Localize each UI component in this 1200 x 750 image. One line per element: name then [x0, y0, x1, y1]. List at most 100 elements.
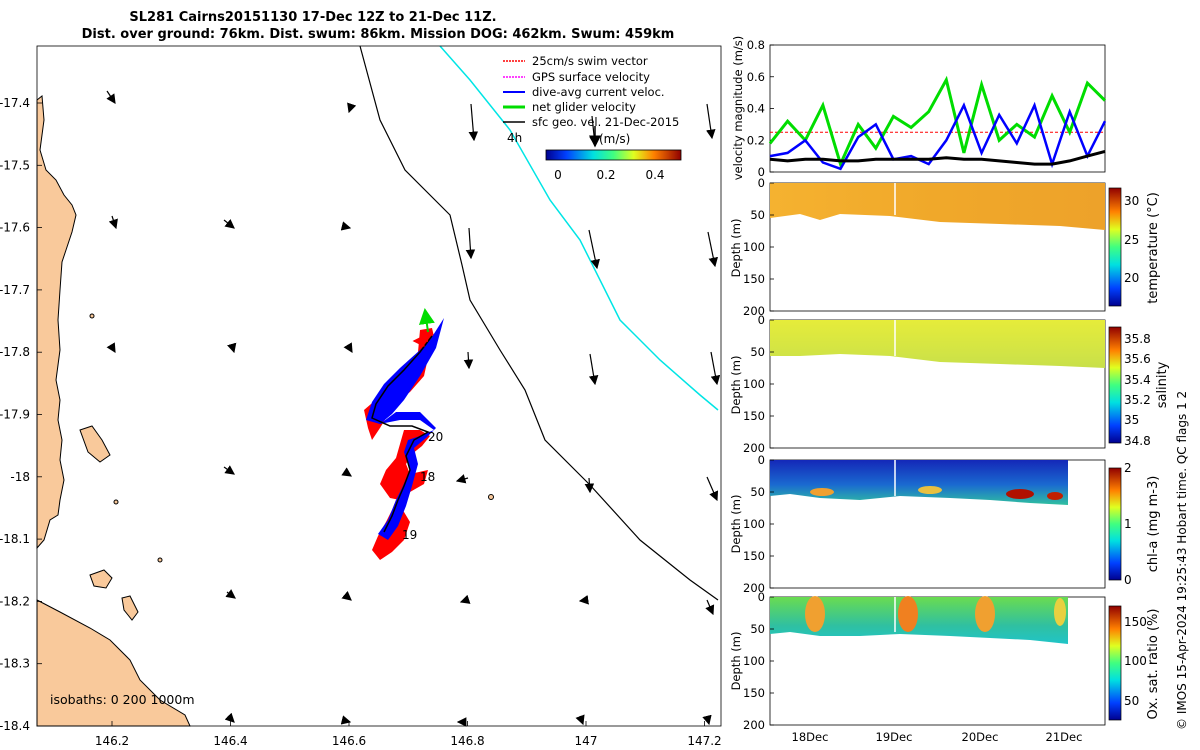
oxygen-section: 150 100 50 Ox. sat. ratio (%) Depth (m) …	[729, 590, 1161, 732]
depth-tick-label: 0	[758, 590, 765, 604]
velocity-series-net-glider-velocity	[768, 75, 1107, 169]
legend-sfc-geo: sfc geo. vel. 21-Dec-2015	[532, 115, 679, 129]
depth-tick-label: 150	[743, 549, 765, 563]
depth-tick-label: 0	[758, 176, 765, 190]
map-y-tick-label: -18	[10, 470, 30, 484]
velocity-y-tick-label: 0.8	[747, 38, 765, 52]
map-legend: 25cm/s swim vector GPS surface velocity …	[503, 54, 682, 182]
velocity-series	[768, 75, 1107, 171]
map-x-axis: 146.2 146.4 146.6 146.8 147 147.2	[95, 721, 722, 748]
isobath-200m	[359, 45, 719, 601]
depth-tick-label: 0	[758, 313, 765, 327]
depth-tick-label: 150	[743, 409, 765, 423]
map-x-tick-label: 146.6	[332, 734, 366, 748]
figure-title-line1: SL281 Cairns20151130 17-Dec 12Z to 21-De…	[129, 10, 496, 25]
velocity-y-axis: 0 0.2 0.4 0.6 0.8	[747, 38, 774, 179]
land-islet	[113, 499, 119, 505]
salinity-cbar-label: salinity	[1155, 361, 1170, 408]
chla-high-patch	[1047, 492, 1063, 500]
land-island-b	[89, 569, 113, 589]
speed-colorbar	[545, 149, 682, 161]
map-y-tick-label: -17.7	[0, 283, 30, 297]
depth-tick-label: 200	[743, 718, 765, 732]
salinity-cbar-tick: 35.2	[1124, 393, 1151, 407]
oxygen-high-patch	[1054, 598, 1066, 626]
figure-title-line2: Dist. over ground: 76km. Dist. swum: 86k…	[82, 27, 675, 42]
map-y-tick-label: -17.9	[0, 408, 30, 422]
temperature-cbar-tick: 25	[1124, 233, 1139, 247]
legend-gps-velocity: GPS surface velocity	[532, 70, 650, 84]
salinity-section: 35.8 35.6 35.4 35.2 35 34.8 salinity Dep…	[729, 313, 1170, 455]
depth-tick-label: 200	[743, 304, 765, 318]
track-day-label-18: 18	[420, 470, 435, 484]
chla-cbar-tick: 1	[1124, 517, 1132, 531]
oxygen-cbar-tick: 50	[1124, 694, 1139, 708]
salinity-cbar-tick: 35.8	[1124, 332, 1151, 346]
depth-tick-label: 200	[743, 581, 765, 595]
temperature-data	[770, 183, 1105, 230]
temperature-ylabel: Depth (m)	[729, 219, 743, 278]
salinity-colorbar	[1108, 326, 1122, 444]
legend-dive-avg: dive-avg current veloc.	[532, 85, 665, 99]
sfc-geo-vector-field	[106, 90, 721, 727]
land-islet	[89, 313, 95, 319]
temperature-y-axis: 0 50 100 150 200	[743, 176, 774, 318]
chla-high-patch	[1006, 489, 1034, 499]
oxygen-cbar-tick: 100	[1124, 654, 1147, 668]
depth-tick-label: 150	[743, 272, 765, 286]
imos-credit: © IMOS 15-Apr-2024 19:25:43 Hobart time.…	[1175, 391, 1189, 730]
depth-tick-label: 150	[743, 686, 765, 700]
colorbar-units: (m/s)	[599, 132, 630, 146]
map-y-tick-label: -18.2	[0, 594, 30, 608]
salinity-cbar-tick: 35.4	[1124, 373, 1151, 387]
map-y-axis: -17.4 -17.5 -17.6 -17.7 -17.8 -17.9 -18 -18.1 -1…	[0, 96, 42, 733]
salinity-cbar-tick: 35.6	[1124, 352, 1151, 366]
depth-tick-label: 100	[743, 240, 765, 254]
chla-ylabel: Depth (m)	[729, 495, 743, 554]
track-day-label-19: 19	[402, 528, 417, 542]
velocity-series-dive-avg-current	[769, 101, 1107, 171]
salinity-cbar-tick: 35	[1124, 413, 1139, 427]
chla-section: 2 1 0 chl-a (mg m-3) Depth (m) 0 50 100 150…	[729, 453, 1161, 595]
time-tick-18dec: 18Dec	[792, 730, 829, 744]
map-y-tick-label: -18.1	[0, 532, 30, 546]
land-island-c	[121, 595, 139, 621]
time-tick-21dec: 21Dec	[1046, 730, 1083, 744]
velocity-chart: 0 0.2 0.4 0.6 0.8 velocity magnitude (m/s)	[731, 36, 1107, 180]
colorbar-tick: 0.2	[596, 168, 615, 182]
oxygen-high-patch	[975, 596, 995, 632]
depth-tick-label: 50	[750, 485, 765, 499]
temperature-cbar-tick: 20	[1124, 271, 1139, 285]
velocity-y-tick-label: 0.2	[747, 133, 765, 147]
glider-track	[371, 335, 433, 533]
legend-swim-vector: 25cm/s swim vector	[532, 54, 648, 68]
swim-vector-swath	[364, 328, 436, 560]
chla-cbar-tick: 2	[1124, 461, 1132, 475]
map-x-tick-label: 147	[575, 734, 598, 748]
map-y-tick-label: -18.4	[0, 719, 30, 733]
velocity-y-tick-label: 0.4	[747, 102, 765, 116]
colorbar-tick: 0.4	[645, 168, 664, 182]
isobaths-label: isobaths: 0 200 1000m	[50, 692, 195, 707]
depth-tick-label: 100	[743, 377, 765, 391]
temperature-colorbar	[1108, 187, 1122, 307]
chla-y-axis: 0 50 100 150 200	[743, 453, 774, 595]
legend-net-glider: net glider velocity	[532, 100, 636, 114]
map-frame	[36, 45, 722, 727]
oxygen-ylabel: Depth (m)	[729, 632, 743, 691]
net-glider-velocity-arrow	[418, 308, 435, 333]
map-y-tick-label: -17.4	[0, 96, 30, 110]
map-x-tick-label: 146.2	[95, 734, 129, 748]
time-tick-20dec: 20Dec	[962, 730, 999, 744]
map-y-tick-label: -17.6	[0, 221, 30, 235]
salinity-ylabel: Depth (m)	[729, 356, 743, 415]
temperature-section: 30 25 20 temperature (°C) Depth (m) 0 50 1…	[729, 176, 1161, 318]
velocity-y-tick-label: 0	[758, 165, 765, 179]
land-island-a	[79, 425, 111, 463]
land-islet	[157, 557, 163, 563]
temperature-cbar-tick: 30	[1124, 194, 1139, 208]
map-x-tick-label: 147.2	[687, 734, 721, 748]
isobath-1000m	[439, 45, 719, 411]
oxygen-colorbar	[1108, 605, 1122, 721]
